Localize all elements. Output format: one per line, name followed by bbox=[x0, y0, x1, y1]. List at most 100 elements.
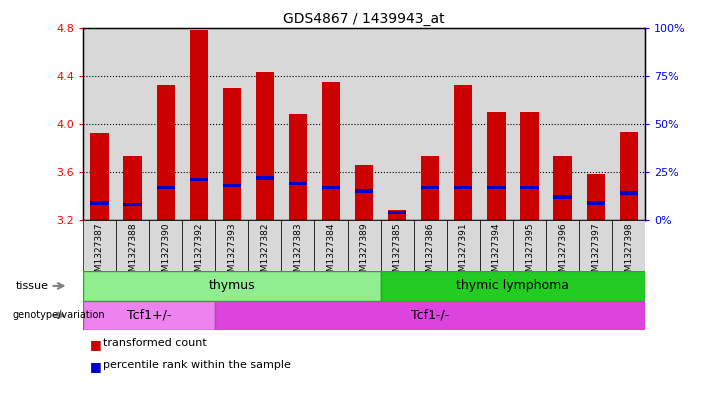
Text: GSM1327395: GSM1327395 bbox=[525, 222, 534, 283]
Text: transformed count: transformed count bbox=[103, 338, 207, 348]
Text: GSM1327397: GSM1327397 bbox=[591, 222, 600, 283]
Bar bbox=[256, 72, 274, 220]
Bar bbox=[381, 271, 645, 301]
Bar bbox=[281, 28, 314, 220]
Text: ■: ■ bbox=[90, 360, 102, 373]
Bar bbox=[348, 28, 381, 220]
Bar bbox=[216, 301, 645, 330]
Bar bbox=[314, 220, 348, 271]
Bar bbox=[487, 185, 505, 189]
Text: GSM1327385: GSM1327385 bbox=[393, 222, 402, 283]
Text: GSM1327384: GSM1327384 bbox=[327, 222, 335, 283]
Bar bbox=[149, 28, 182, 220]
Text: GSM1327383: GSM1327383 bbox=[293, 222, 302, 283]
Text: GSM1327393: GSM1327393 bbox=[227, 222, 236, 283]
Bar bbox=[454, 185, 472, 189]
Bar bbox=[513, 220, 546, 271]
Bar bbox=[322, 82, 340, 220]
Bar bbox=[149, 220, 182, 271]
Bar bbox=[190, 178, 208, 182]
Text: Tcf1-/-: Tcf1-/- bbox=[411, 309, 449, 322]
Bar bbox=[612, 28, 645, 220]
Bar bbox=[355, 189, 373, 193]
Bar bbox=[381, 220, 414, 271]
Bar bbox=[216, 28, 248, 220]
Bar bbox=[248, 28, 281, 220]
Text: ■: ■ bbox=[90, 338, 102, 351]
Bar bbox=[546, 220, 579, 271]
Bar bbox=[554, 156, 572, 220]
Bar bbox=[182, 220, 216, 271]
Bar bbox=[579, 28, 612, 220]
Text: GSM1327389: GSM1327389 bbox=[360, 222, 368, 283]
Text: GSM1327396: GSM1327396 bbox=[558, 222, 567, 283]
Bar bbox=[355, 165, 373, 220]
Bar bbox=[83, 28, 116, 220]
Bar bbox=[216, 220, 248, 271]
Bar bbox=[182, 28, 216, 220]
Text: GSM1327386: GSM1327386 bbox=[426, 222, 435, 283]
Bar bbox=[480, 220, 513, 271]
Bar bbox=[123, 156, 141, 220]
Text: percentile rank within the sample: percentile rank within the sample bbox=[103, 360, 291, 369]
Bar bbox=[90, 134, 109, 220]
Bar bbox=[322, 185, 340, 189]
Bar bbox=[156, 185, 174, 189]
Text: GSM1327387: GSM1327387 bbox=[95, 222, 104, 283]
Text: GSM1327391: GSM1327391 bbox=[459, 222, 468, 283]
Bar bbox=[421, 156, 439, 220]
Bar bbox=[223, 184, 241, 187]
Bar bbox=[289, 182, 307, 185]
Bar bbox=[487, 112, 505, 220]
Text: GSM1327382: GSM1327382 bbox=[260, 222, 270, 283]
Bar bbox=[314, 28, 348, 220]
Text: GSM1327398: GSM1327398 bbox=[624, 222, 633, 283]
Bar bbox=[256, 176, 274, 180]
Bar bbox=[381, 28, 414, 220]
Bar bbox=[223, 88, 241, 220]
Text: GSM1327390: GSM1327390 bbox=[161, 222, 170, 283]
Text: GSM1327394: GSM1327394 bbox=[492, 222, 501, 283]
Bar bbox=[190, 30, 208, 220]
Title: GDS4867 / 1439943_at: GDS4867 / 1439943_at bbox=[283, 13, 445, 26]
Bar bbox=[480, 28, 513, 220]
Bar bbox=[447, 28, 480, 220]
Bar bbox=[587, 174, 605, 220]
Text: thymus: thymus bbox=[208, 279, 255, 292]
Bar bbox=[156, 85, 174, 220]
Bar bbox=[554, 195, 572, 199]
Bar bbox=[289, 114, 307, 220]
Bar bbox=[513, 28, 546, 220]
Bar bbox=[348, 220, 381, 271]
Bar bbox=[83, 220, 116, 271]
Bar bbox=[619, 191, 638, 195]
Bar bbox=[116, 28, 149, 220]
Text: GSM1327388: GSM1327388 bbox=[128, 222, 137, 283]
Bar bbox=[421, 185, 439, 189]
Bar bbox=[454, 85, 472, 220]
Bar bbox=[579, 220, 612, 271]
Bar bbox=[546, 28, 579, 220]
Bar bbox=[388, 211, 407, 214]
Bar bbox=[83, 301, 216, 330]
Bar bbox=[248, 220, 281, 271]
Bar bbox=[388, 211, 407, 220]
Bar bbox=[447, 220, 480, 271]
Bar bbox=[521, 185, 539, 189]
Bar bbox=[414, 220, 447, 271]
Text: tissue: tissue bbox=[16, 281, 49, 291]
Text: GSM1327392: GSM1327392 bbox=[194, 222, 203, 283]
Bar bbox=[414, 28, 447, 220]
Bar bbox=[123, 203, 141, 206]
Bar bbox=[281, 220, 314, 271]
Text: genotype/variation: genotype/variation bbox=[12, 310, 105, 320]
Bar bbox=[619, 132, 638, 220]
Bar bbox=[612, 220, 645, 271]
Bar bbox=[587, 201, 605, 204]
Bar bbox=[83, 271, 381, 301]
Bar bbox=[90, 201, 109, 204]
Text: Tcf1+/-: Tcf1+/- bbox=[127, 309, 172, 322]
Bar bbox=[116, 220, 149, 271]
Text: thymic lymphoma: thymic lymphoma bbox=[456, 279, 570, 292]
Bar bbox=[521, 112, 539, 220]
